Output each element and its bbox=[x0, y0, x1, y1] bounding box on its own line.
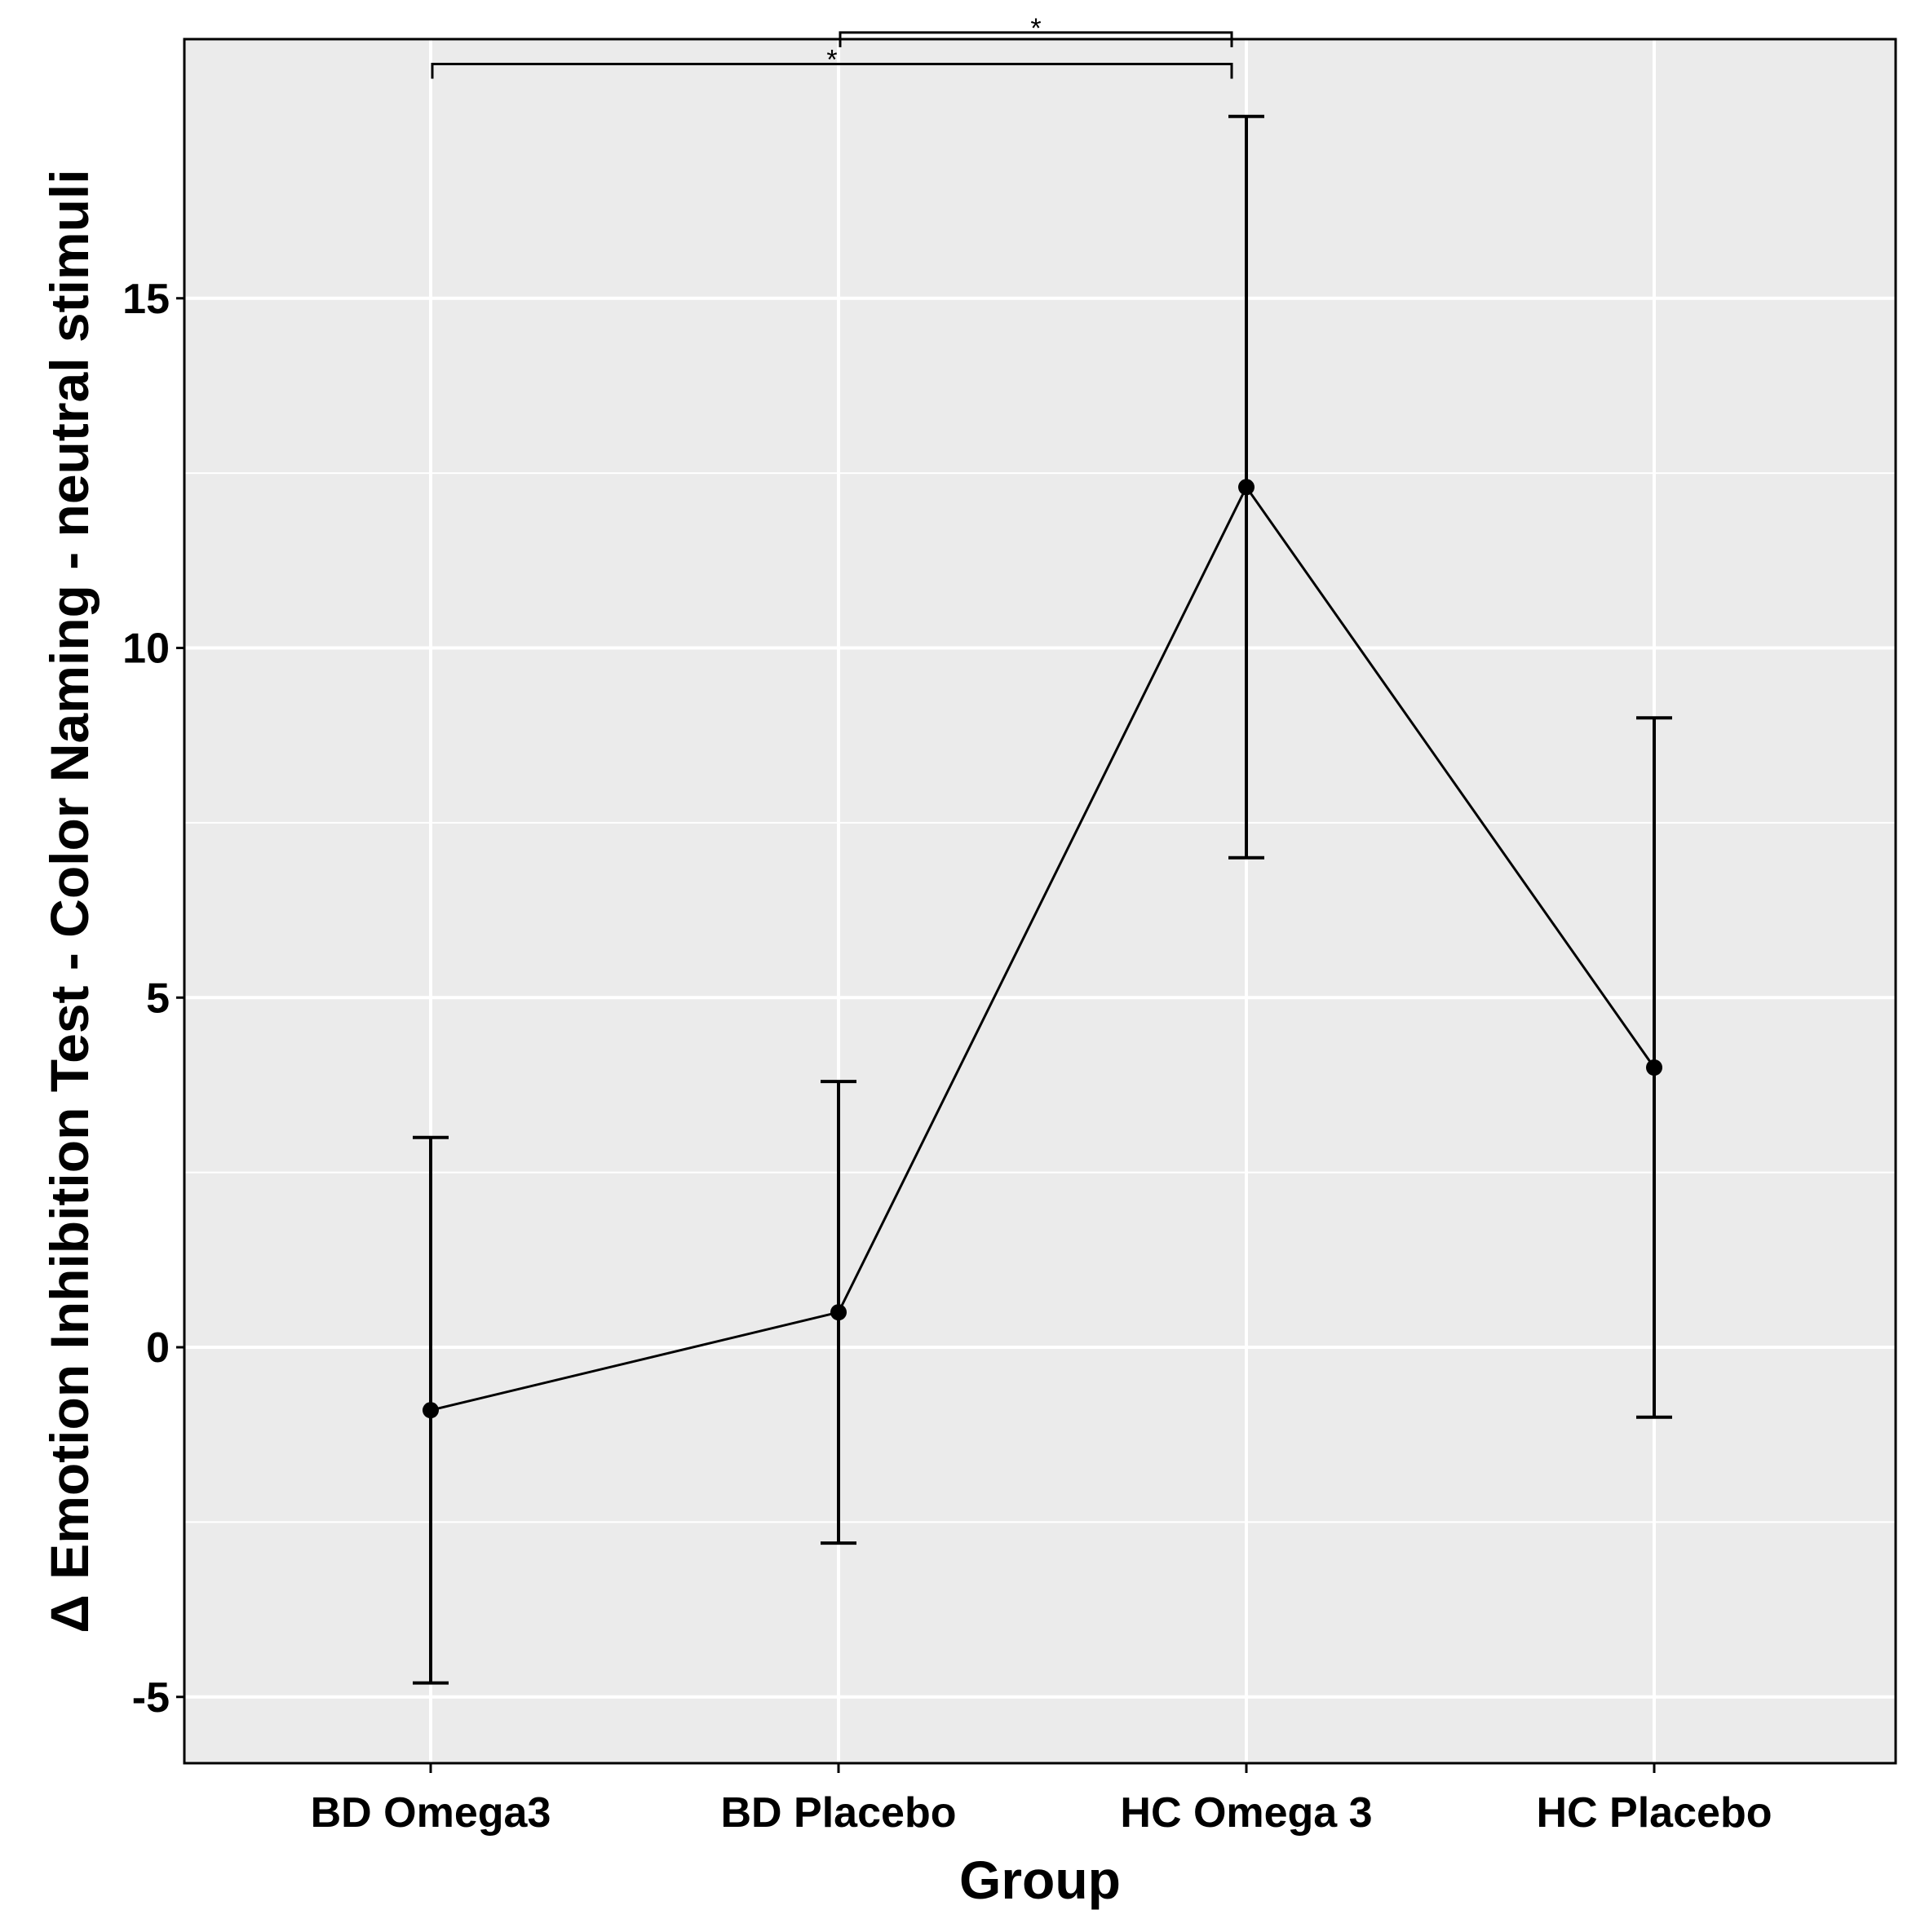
y-tick-label: 10 bbox=[122, 626, 170, 673]
plot-border bbox=[183, 38, 1897, 1765]
data-point bbox=[830, 1304, 847, 1321]
x-tick-label: BD Placebo bbox=[721, 1789, 957, 1837]
significance-label: * bbox=[1030, 13, 1041, 44]
x-axis-title: Group bbox=[959, 1850, 1121, 1910]
axis-layer: -5 0 5 10 15 BD Omega3 BD Placebo HC Omega 3 HC … bbox=[122, 276, 1772, 1837]
plot-panel bbox=[184, 39, 1896, 1763]
x-tick-label: HC Omega 3 bbox=[1120, 1789, 1372, 1837]
y-axis-title: Δ Emotion Inhibition Test - Color Naming… bbox=[39, 169, 100, 1633]
significance-bracket bbox=[431, 62, 1233, 79]
series-line bbox=[430, 484, 1656, 1412]
data-point bbox=[1238, 479, 1255, 496]
data-layer bbox=[413, 114, 1672, 1685]
y-tick-label: 0 bbox=[146, 1324, 170, 1372]
y-tick-label: -5 bbox=[132, 1674, 170, 1722]
y-tick-label: 5 bbox=[146, 975, 170, 1022]
x-tick-label: BD Omega3 bbox=[311, 1789, 551, 1837]
significance-label: * bbox=[826, 44, 837, 75]
y-tick-label: 15 bbox=[122, 276, 170, 323]
data-point bbox=[1646, 1059, 1662, 1076]
data-point bbox=[423, 1402, 439, 1419]
x-tick-label: HC Placebo bbox=[1537, 1789, 1772, 1837]
